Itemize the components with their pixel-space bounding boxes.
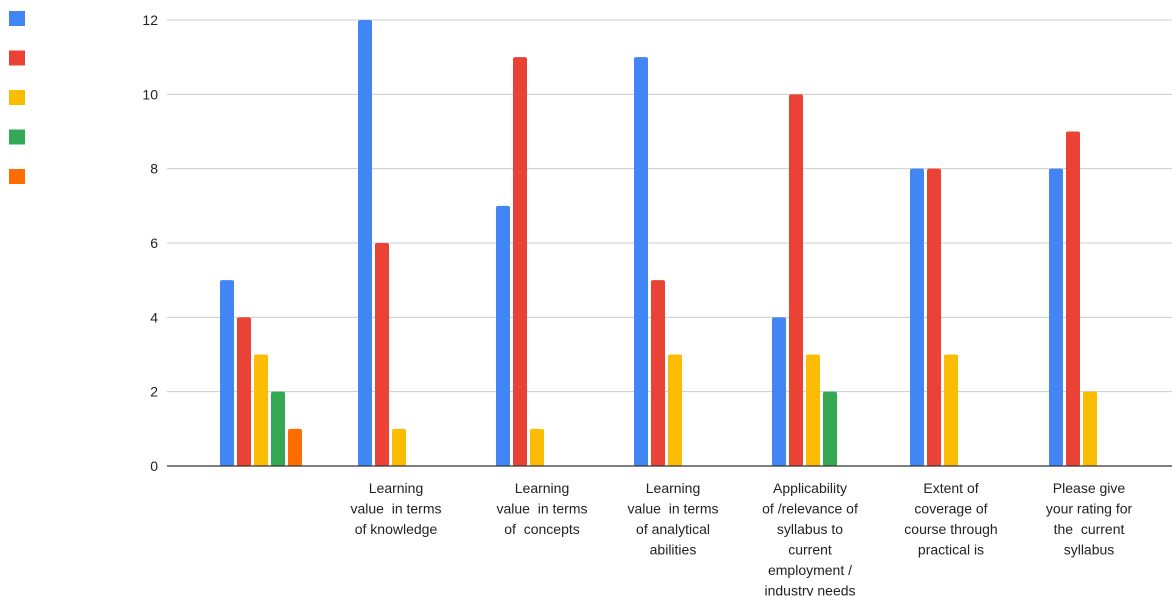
chart-legend: [9, 11, 25, 184]
bar-series-1-cat-2: [358, 20, 372, 466]
chart-bars: [220, 20, 1097, 467]
bar-series-2-cat-7: [1066, 131, 1080, 466]
y-tick-label: 10: [142, 86, 158, 102]
bar-series-1-cat-7: [1049, 168, 1063, 466]
legend-swatch-5: [9, 169, 25, 184]
bar-series-5-cat-1: [288, 428, 302, 466]
bar-series-2-cat-4: [651, 280, 665, 466]
y-tick-label: 4: [150, 309, 158, 325]
legend-swatch-1: [9, 11, 25, 26]
bar-series-2-cat-3: [513, 57, 527, 467]
y-tick-label: 12: [142, 12, 158, 28]
category-label: Applicability of /relevance of syllabus to…: [762, 480, 858, 596]
bar-series-1-cat-4: [634, 57, 648, 467]
category-label: Extent of coverage of course through practi…: [904, 480, 997, 558]
bar-series-1-cat-1: [220, 280, 234, 466]
category-label: Please give your rating for the current syl…: [1046, 480, 1133, 558]
x-axis-category-labels: Learning value in terms of knowledge Learni…: [350, 480, 1132, 596]
bar-series-4-cat-1: [271, 391, 285, 466]
bar-series-3-cat-7: [1083, 391, 1097, 466]
bar-series-4-cat-5: [823, 391, 837, 466]
bar-series-2-cat-2: [375, 243, 389, 466]
category-label: Learning value in terms of knowledge: [350, 480, 441, 537]
bar-series-3-cat-4: [668, 354, 682, 466]
y-tick-label: 6: [150, 235, 158, 251]
bar-series-3-cat-1: [254, 354, 268, 466]
bar-series-3-cat-2: [392, 428, 406, 466]
category-label: Learning value in terms of concepts: [496, 480, 587, 537]
bar-series-1-cat-3: [496, 205, 510, 467]
bar-series-3-cat-6: [944, 354, 958, 466]
y-axis-tick-labels: 0 2 4 6 8 10 12: [142, 12, 158, 474]
bar-series-1-cat-6: [910, 168, 924, 466]
bar-series-3-cat-5: [806, 354, 820, 466]
y-tick-label: 8: [150, 161, 158, 177]
legend-swatch-2: [9, 50, 25, 66]
legend-swatch-4: [9, 129, 25, 145]
bar-series-2-cat-1: [237, 317, 251, 466]
bar-series-2-cat-6: [927, 168, 941, 466]
bar-series-3-cat-3: [530, 428, 544, 466]
category-label: Learning value in terms of analytical abili…: [627, 480, 718, 558]
bar-series-2-cat-5: [789, 94, 803, 466]
bar-series-1-cat-5: [772, 317, 786, 466]
legend-swatch-3: [9, 90, 25, 105]
y-tick-label: 0: [150, 458, 158, 474]
chart-gridlines: [167, 19, 1172, 393]
y-tick-label: 2: [150, 384, 158, 400]
